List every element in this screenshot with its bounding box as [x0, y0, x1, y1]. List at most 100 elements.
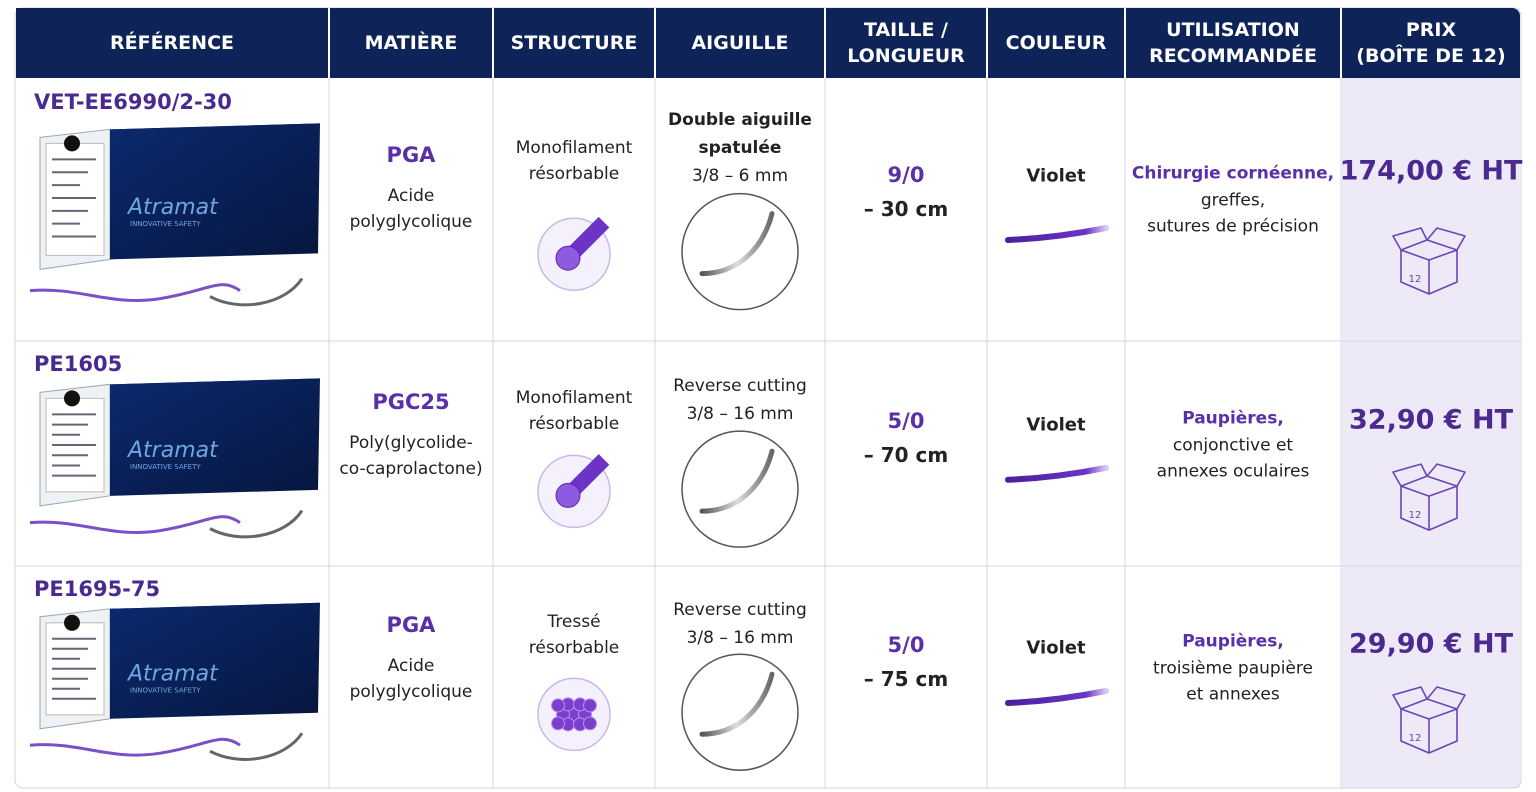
cell-text: Paupières, conjonctive et annexes oculaire… — [1157, 405, 1310, 484]
reference: VET-EE6990/2-30 — [34, 90, 232, 114]
box-hole — [64, 390, 80, 407]
header-line: LONGUEUR — [847, 45, 965, 67]
box-count: 12 — [1409, 510, 1422, 521]
text-line: et annexes — [1186, 684, 1280, 705]
text-line: polyglycolique — [349, 212, 473, 233]
needle-circle — [681, 653, 799, 771]
cell-text: Reverse cutting 3/8 – 16 mm — [673, 596, 806, 652]
cell-text: Paupières, troisième paupière et annexes — [1153, 629, 1313, 708]
box-icon — [1392, 227, 1428, 251]
header-line: RÉFÉRENCE — [109, 32, 234, 54]
column-header: AIGUILLE — [656, 8, 824, 78]
header-line: MATIÈRE — [364, 32, 458, 54]
size: 9/0 — [887, 162, 925, 187]
cell-text: PGC25 Poly(glycolide-co-caprolactone) — [339, 390, 482, 482]
thread-sample — [1005, 464, 1109, 483]
text-line: Reverse cutting — [673, 375, 807, 396]
text-line: Double aiguille — [668, 109, 812, 130]
cell-text: 5/0 – 70 cm — [864, 404, 948, 472]
price: 32,90 € HT — [1348, 404, 1514, 436]
material-code: PGC25 — [372, 389, 450, 414]
needle-spec: 3/8 – 6 mm — [691, 165, 789, 186]
text-line: spatulée — [698, 137, 782, 158]
cell-text: 5/0 – 75 cm — [864, 628, 948, 696]
cell-text: Chirurgie cornéenne, greffes, sutures de p… — [1132, 160, 1334, 239]
box-icon — [1392, 686, 1428, 710]
price: 29,90 € HT — [1348, 628, 1514, 660]
braid-strand — [583, 716, 597, 731]
length: – 70 cm — [863, 442, 949, 467]
text-line: sutures de précision — [1147, 216, 1319, 237]
box-icon — [1426, 227, 1466, 251]
column-header: MATIÈRE — [330, 8, 492, 78]
suture-thread — [29, 283, 241, 303]
text-line: conjonctive et — [1172, 435, 1294, 456]
column-header: UTILISATION RECOMMANDÉE — [1126, 8, 1340, 78]
price: 174,00 € HT — [1339, 155, 1523, 187]
needle-circle — [681, 192, 799, 311]
thread-sample — [1005, 225, 1109, 243]
text-line: Poly(glycolide- — [349, 432, 473, 453]
suture-needle — [209, 277, 304, 307]
cell-text: Violet — [1026, 414, 1085, 435]
filament-end — [555, 245, 581, 271]
needle-circle — [681, 430, 799, 548]
brand-tagline: INNOVATIVE SAFETY — [130, 686, 201, 694]
brand-tagline: INNOVATIVE SAFETY — [130, 220, 201, 228]
reference: PE1605 — [34, 352, 123, 376]
cell-text: 32,90 € HT — [1349, 405, 1513, 436]
box-front — [110, 602, 320, 719]
material-code: PGA — [386, 613, 436, 638]
cell-text: Violet — [1026, 166, 1085, 187]
text-line: Monofilament — [515, 388, 633, 409]
text-line: co-caprolactone) — [339, 458, 483, 479]
suture-needle — [209, 509, 304, 539]
material-code: PGA — [386, 143, 436, 168]
usage-highlight: Chirurgie cornéenne, — [1131, 163, 1335, 184]
cell-text: Violet — [1026, 638, 1085, 659]
cell-text: Monofilament résorbable — [516, 135, 633, 187]
needle-spec: 3/8 – 16 mm — [686, 403, 794, 424]
column-header: STRUCTURE — [494, 8, 654, 78]
color-name: Violet — [1026, 637, 1086, 659]
text-line: greffes, — [1200, 190, 1266, 211]
box-hole — [64, 614, 80, 631]
text-line: résorbable — [528, 638, 620, 659]
header-line: COULEUR — [1005, 32, 1107, 54]
braid-strand — [551, 698, 565, 713]
usage-highlight: Paupières, — [1182, 631, 1284, 652]
cell-text: 29,90 € HT — [1349, 629, 1513, 660]
text-line: polyglycolique — [349, 682, 473, 703]
box-count: 12 — [1409, 274, 1422, 285]
text-line: Acide — [387, 656, 435, 677]
price-column-bg — [1342, 8, 1520, 788]
column-header: TAILLE / LONGUEUR — [826, 8, 986, 78]
needle — [699, 448, 775, 514]
text-line: troisième paupière — [1153, 658, 1313, 679]
header-line: (BOÎTE DE 12) — [1356, 45, 1506, 67]
needle — [699, 211, 775, 277]
column-header: PRIX (BOÎTE DE 12) — [1342, 8, 1520, 78]
box-front — [110, 123, 320, 260]
box-icon — [1426, 686, 1466, 710]
length: – 30 cm — [863, 196, 949, 221]
header-line: AIGUILLE — [691, 32, 789, 54]
needle-spec: 3/8 – 16 mm — [686, 628, 794, 649]
color-name: Violet — [1026, 414, 1086, 435]
cell-text: PGA Acide polyglycolique — [350, 613, 473, 705]
header-line: UTILISATION — [1166, 19, 1300, 41]
header-line: STRUCTURE — [510, 32, 638, 54]
text-line: résorbable — [528, 163, 620, 184]
cell-text: PGA Acide polyglycolique — [350, 143, 473, 235]
cell-text: Monofilament résorbable — [516, 385, 633, 437]
box-icon — [1426, 463, 1466, 487]
needle — [699, 671, 775, 737]
cell-text: 174,00 € HT — [1340, 156, 1523, 187]
size: 5/0 — [887, 408, 925, 433]
text-line: Tressé — [547, 612, 601, 633]
brand: Atramat — [126, 661, 219, 686]
